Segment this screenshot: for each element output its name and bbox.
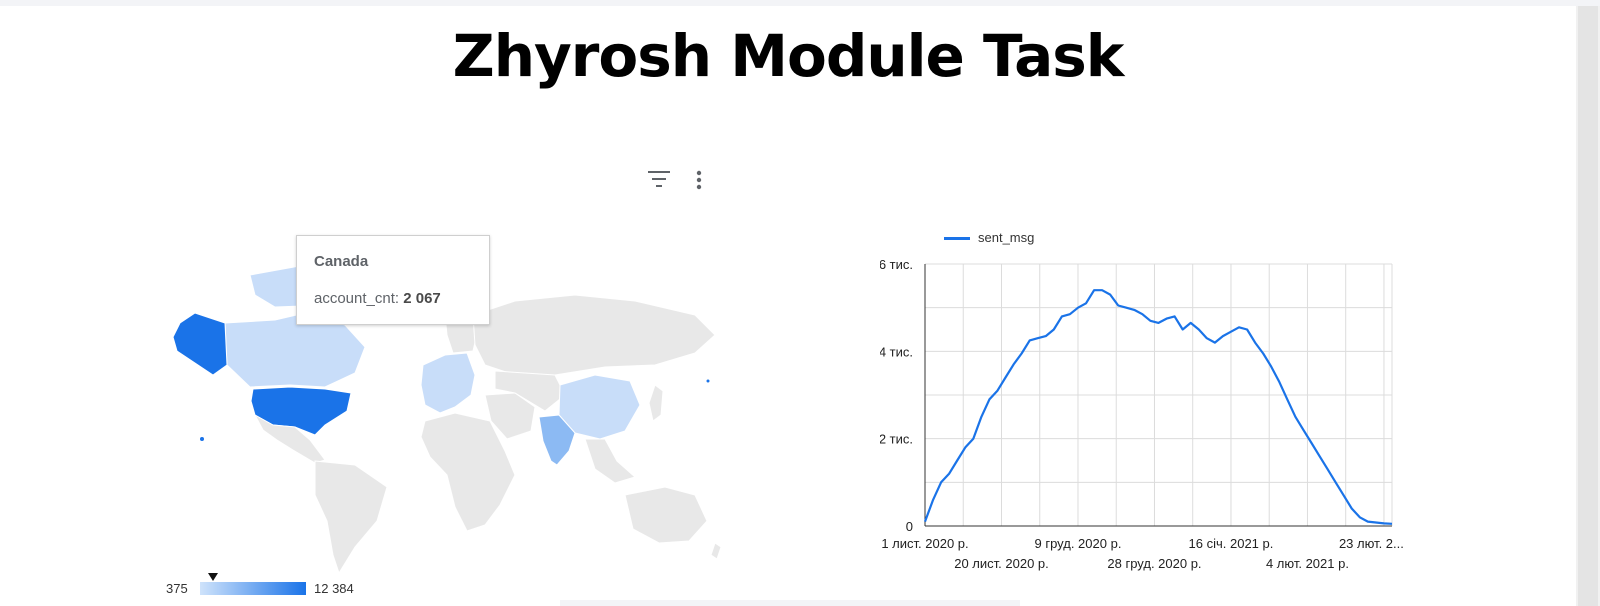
x-tick-label: 23 лют. 2... xyxy=(1339,536,1404,551)
map-country-new-zealand[interactable] xyxy=(710,542,722,560)
chart-legend[interactable]: sent_msg xyxy=(944,230,1034,245)
map-country-india[interactable] xyxy=(538,414,576,466)
tooltip-metric-value: 2 067 xyxy=(403,290,441,307)
map-country-australia[interactable] xyxy=(624,486,708,544)
x-tick-label: 16 січ. 2021 р. xyxy=(1189,536,1274,551)
map-country-canada[interactable] xyxy=(224,312,366,388)
series-line-sent_msg xyxy=(923,289,1393,525)
map-continent-south-america[interactable] xyxy=(314,460,388,575)
map-region-southeast-asia[interactable] xyxy=(584,438,637,484)
page-title: Zhyrosh Module Task xyxy=(452,22,1125,90)
x-tick-label: 4 лют. 2021 р. xyxy=(1266,556,1349,571)
map-state-alaska[interactable] xyxy=(172,312,228,376)
legend-min: 375 xyxy=(166,581,188,596)
top-strip xyxy=(0,0,1600,6)
map-country-japan[interactable] xyxy=(648,384,664,422)
map-tooltip: Canada account_cnt: 2 067 xyxy=(296,235,490,325)
filter-icon[interactable] xyxy=(648,170,670,188)
tooltip-country: Canada xyxy=(314,253,369,270)
more-vert-icon[interactable] xyxy=(695,170,703,190)
legend-marker xyxy=(208,573,218,581)
tooltip-metric-label: account_cnt: xyxy=(314,290,400,307)
y-tick-label: 4 тис. xyxy=(880,344,913,359)
legend-max: 12 384 xyxy=(314,581,354,596)
x-tick-label: 1 лист. 2020 р. xyxy=(881,536,968,551)
bottom-strip xyxy=(560,600,1020,606)
tooltip-metric: account_cnt: 2 067 xyxy=(314,290,441,307)
legend-gradient xyxy=(200,582,306,595)
map-country-russia[interactable] xyxy=(472,294,716,376)
scrollbar-thumb[interactable] xyxy=(1578,6,1598,606)
geo-chart[interactable] xyxy=(155,225,735,580)
map-region-europe[interactable] xyxy=(420,352,476,414)
y-tick-label: 6 тис. xyxy=(880,257,913,272)
legend-series-label: sent_msg xyxy=(978,230,1035,245)
x-tick-label: 28 груд. 2020 р. xyxy=(1107,556,1201,571)
y-tick-label: 0 xyxy=(906,519,913,534)
line-chart[interactable]: 0 2 тис. 4 тис. 6 тис. 1 лист. 2020 р. 20 лис… xyxy=(879,220,1460,590)
map-region-central-asia[interactable] xyxy=(494,370,566,412)
map-continent-africa[interactable] xyxy=(420,412,516,532)
map-hawaii xyxy=(200,437,204,441)
x-tick-label: 9 груд. 2020 р. xyxy=(1035,536,1122,551)
map-island-dot xyxy=(706,379,710,383)
y-tick-label: 2 тис. xyxy=(880,432,913,447)
map-country-usa[interactable] xyxy=(250,386,352,436)
x-tick-label: 20 лист. 2020 р. xyxy=(954,556,1049,571)
legend-swatch xyxy=(944,237,970,241)
